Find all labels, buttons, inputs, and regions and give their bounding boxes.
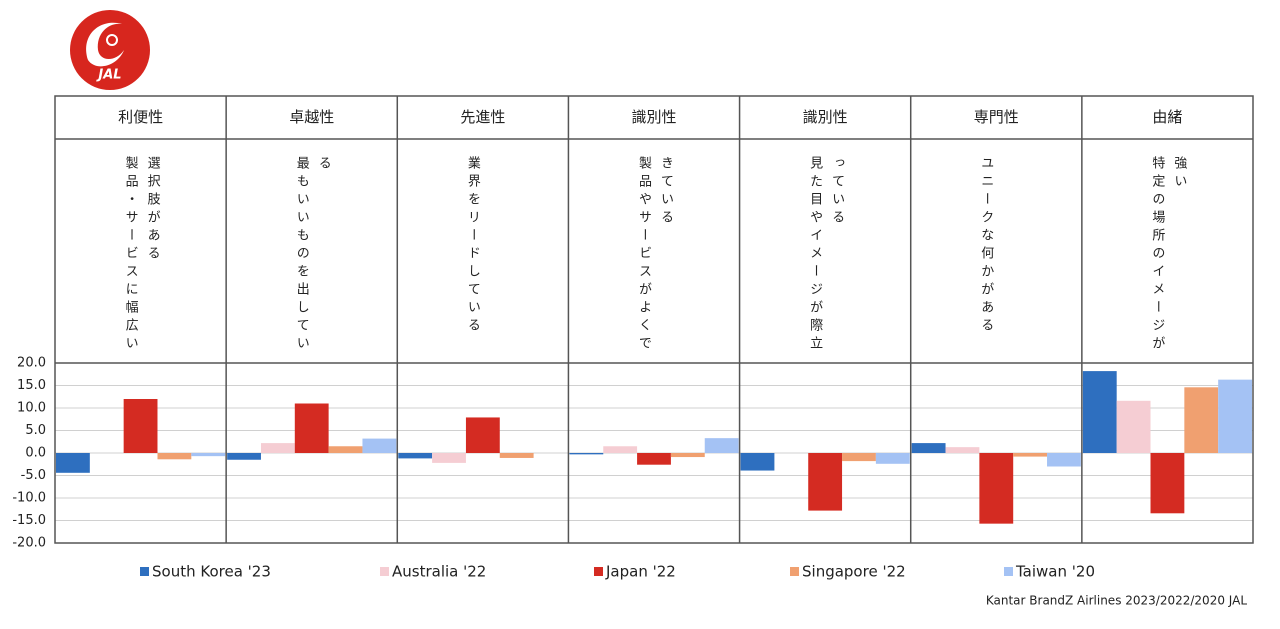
bar bbox=[227, 453, 261, 460]
bar bbox=[157, 453, 192, 460]
bar bbox=[56, 453, 90, 473]
bar bbox=[328, 446, 363, 453]
bar bbox=[603, 446, 638, 453]
legend-swatch bbox=[1004, 567, 1013, 576]
bar bbox=[740, 453, 775, 471]
bar bbox=[260, 443, 295, 453]
logo-text: JAL bbox=[95, 68, 121, 83]
bar bbox=[670, 453, 705, 458]
column-header: 専門性 bbox=[974, 108, 1019, 126]
y-tick-label: 15.0 bbox=[17, 378, 46, 393]
legend-swatch bbox=[594, 567, 603, 576]
bar bbox=[1047, 453, 1081, 467]
bar bbox=[875, 453, 910, 464]
legend-label: Australia '22 bbox=[392, 563, 486, 581]
bar bbox=[465, 417, 500, 453]
y-tick-label: -15.0 bbox=[12, 513, 46, 528]
legend-swatch bbox=[140, 567, 149, 576]
bar bbox=[1013, 453, 1048, 457]
y-tick-label: 5.0 bbox=[25, 423, 46, 438]
y-tick-label: 0.0 bbox=[25, 446, 46, 461]
y-tick-label: -5.0 bbox=[21, 468, 46, 483]
legend-label: South Korea '23 bbox=[152, 563, 271, 581]
logo-crane bbox=[86, 22, 124, 67]
bar bbox=[704, 438, 739, 453]
y-tick-label: 10.0 bbox=[17, 401, 46, 416]
bar bbox=[1116, 400, 1151, 453]
column-description: 製品やサービスがよくできている bbox=[636, 156, 673, 354]
column-description: 最もいいものを出している bbox=[293, 156, 331, 354]
column-header: 由緒 bbox=[1152, 108, 1182, 126]
bar bbox=[1150, 453, 1185, 514]
column-description: 業界をリードしている bbox=[464, 156, 480, 336]
bar bbox=[842, 453, 876, 462]
bar bbox=[294, 403, 329, 453]
bar bbox=[398, 453, 433, 459]
column-description: ユニークな何かがある bbox=[978, 156, 994, 336]
bar bbox=[1184, 387, 1219, 453]
bar bbox=[808, 453, 843, 511]
column-header: 識別性 bbox=[631, 108, 676, 126]
bar bbox=[979, 453, 1014, 524]
bar bbox=[191, 453, 226, 457]
legend-label: Singapore '22 bbox=[802, 563, 906, 581]
column-description: 製品・サービスに幅広い選択肢がある bbox=[122, 156, 160, 354]
bar bbox=[637, 453, 671, 465]
column-description: 見た目やイメージが際立っている bbox=[807, 156, 845, 354]
legend-label: Japan '22 bbox=[605, 563, 676, 581]
bar bbox=[945, 447, 980, 453]
bar bbox=[499, 453, 534, 458]
logo-circle bbox=[70, 10, 150, 90]
column-header: 識別性 bbox=[803, 108, 848, 126]
column-header: 卓越性 bbox=[289, 108, 334, 126]
y-tick-label: 20.0 bbox=[17, 356, 46, 371]
bar bbox=[123, 399, 158, 453]
source: Kantar BrandZ Airlines 2023/2022/2020 JA… bbox=[986, 594, 1247, 608]
y-tick-label: -10.0 bbox=[12, 491, 46, 506]
legend-label: Taiwan '20 bbox=[1015, 563, 1095, 581]
legend-swatch bbox=[380, 567, 389, 576]
column-description: 特定の場所のイメージが強い bbox=[1149, 156, 1187, 354]
column-header: 利便性 bbox=[118, 108, 163, 126]
logo-head bbox=[106, 34, 118, 46]
bar bbox=[569, 453, 604, 455]
logo: JAL bbox=[70, 10, 150, 90]
table-frame bbox=[54, 95, 1254, 544]
legend-swatch bbox=[790, 567, 799, 576]
bar bbox=[1082, 371, 1117, 453]
bar bbox=[432, 453, 466, 463]
y-tick-label: -20.0 bbox=[12, 536, 46, 551]
bar bbox=[362, 438, 397, 453]
bar bbox=[911, 443, 946, 453]
column-header: 先進性 bbox=[460, 108, 505, 126]
bar bbox=[1218, 379, 1252, 453]
